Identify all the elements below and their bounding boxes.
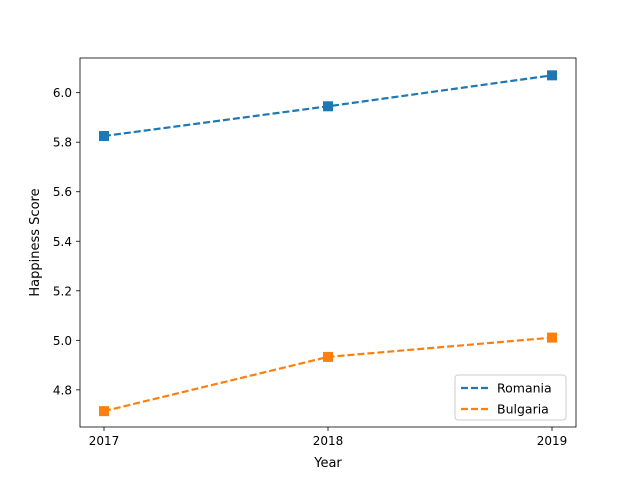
- y-axis-label: Happiness Score: [28, 188, 43, 296]
- legend-label: Romania: [497, 381, 552, 396]
- y-tick-label: 4.8: [53, 383, 72, 397]
- legend-item: Bulgaria: [461, 402, 549, 417]
- series-romania: [99, 70, 557, 142]
- legend-item: Romania: [461, 381, 552, 396]
- y-tick-label: 6.0: [53, 86, 72, 100]
- x-axis-label: Year: [313, 456, 342, 471]
- x-tick-label: 2018: [313, 434, 344, 448]
- y-tick-label: 5.4: [53, 235, 72, 249]
- data-point: [99, 131, 109, 142]
- y-axis: 4.8 5.0 5.2 5.4 5.6 5.8 6.0: [53, 86, 80, 397]
- data-point: [323, 101, 333, 112]
- y-tick-label: 5.0: [53, 334, 72, 348]
- legend: Romania Bulgaria: [454, 374, 567, 421]
- data-point: [547, 332, 557, 343]
- x-tick-label: 2017: [89, 434, 120, 448]
- legend-label: Bulgaria: [497, 402, 549, 417]
- y-tick-label: 5.8: [53, 136, 72, 150]
- data-point: [547, 70, 557, 81]
- data-point: [323, 351, 333, 362]
- plot-area: [80, 58, 576, 427]
- y-tick-label: 5.2: [53, 284, 72, 298]
- x-tick-label: 2019: [537, 434, 568, 448]
- y-tick-label: 5.6: [53, 185, 72, 199]
- x-axis: 2017 2018 2019: [89, 427, 568, 448]
- data-point: [99, 406, 109, 417]
- series-layer: [99, 70, 557, 417]
- series-bulgaria: [99, 332, 557, 417]
